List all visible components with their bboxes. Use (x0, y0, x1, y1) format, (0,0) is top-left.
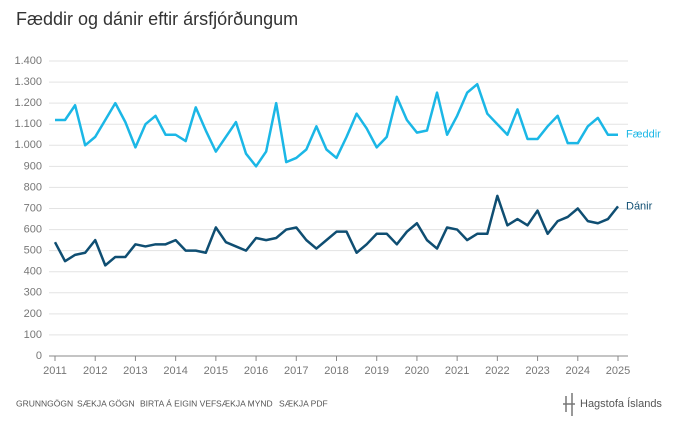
logo-text: Hagstofa Íslands (580, 397, 662, 410)
x-tick-label: 2025 (606, 365, 630, 377)
x-tick-label: 2013 (123, 365, 147, 377)
y-tick-label: 1.300 (14, 76, 42, 88)
series-line (53, 194, 619, 267)
x-tick-label: 2020 (405, 365, 429, 377)
footer-link[interactable]: SÆKJA MYND (216, 398, 273, 408)
y-tick-label: 1.000 (14, 139, 42, 151)
y-tick-label: 700 (24, 202, 42, 214)
footer-link[interactable]: SÆKJA PDF (279, 398, 328, 408)
chart-title: Fæddir og dánir eftir ársfjórðungum (16, 9, 298, 29)
x-tick-label: 2016 (244, 365, 268, 377)
series-label: Dánir (626, 200, 653, 212)
y-tick-label: 1.100 (14, 118, 42, 130)
footer-link[interactable]: BIRTA Á EIGIN VEF (140, 398, 216, 408)
x-tick-label: 2022 (485, 365, 509, 377)
x-tick-label: 2011 (43, 365, 67, 377)
y-tick-label: 900 (24, 160, 42, 172)
y-tick-label: 800 (24, 181, 42, 193)
y-tick-label: 1.200 (14, 97, 42, 109)
footer-link[interactable]: SÆKJA GÖGN (77, 398, 135, 408)
x-tick-label: 2023 (525, 365, 549, 377)
series-label: Fæddir (626, 129, 661, 141)
y-tick-label: 100 (24, 329, 42, 341)
y-tick-label: 300 (24, 287, 42, 299)
y-tick-label: 1.400 (14, 55, 42, 67)
series-line (55, 82, 618, 168)
footer-link[interactable]: GRUNNGÖGN (16, 398, 73, 408)
y-tick-label: 200 (24, 308, 42, 320)
x-tick-label: 2015 (204, 365, 228, 377)
x-tick-label: 2012 (83, 365, 107, 377)
x-tick-label: 2018 (324, 365, 348, 377)
x-tick-label: 2024 (566, 365, 590, 377)
y-tick-label: 600 (24, 223, 42, 235)
logo: Hagstofa Íslands (563, 393, 662, 416)
x-tick-label: 2019 (364, 365, 388, 377)
x-tick-label: 2014 (163, 365, 187, 377)
x-tick-label: 2017 (284, 365, 308, 377)
x-tick-label: 2021 (445, 365, 469, 377)
y-tick-label: 500 (24, 245, 42, 257)
y-tick-label: 0 (36, 350, 42, 362)
y-tick-label: 400 (24, 266, 42, 278)
